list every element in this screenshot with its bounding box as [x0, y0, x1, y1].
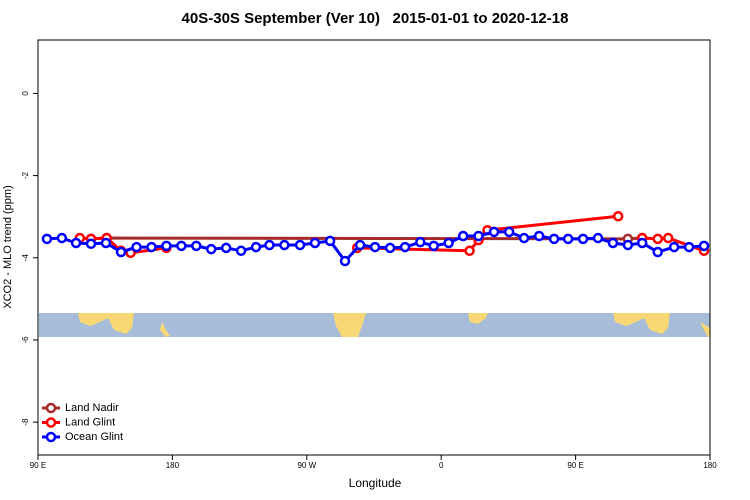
point: [220, 242, 232, 254]
point: [205, 243, 217, 255]
point: [384, 242, 396, 254]
point: [503, 226, 515, 238]
point: [70, 237, 82, 249]
point: [464, 245, 475, 257]
point: [473, 230, 484, 242]
point: [115, 246, 127, 258]
point: [548, 233, 560, 245]
point: [622, 239, 634, 251]
legend-label: Land Nadir: [65, 402, 119, 414]
point: [191, 240, 202, 252]
x-tick-label: 180: [166, 461, 180, 470]
point: [415, 236, 426, 248]
legend-marker: [45, 431, 57, 443]
point: [577, 233, 589, 245]
point: [683, 241, 695, 253]
y-tick-label: -6: [21, 336, 30, 344]
legend-marker: [45, 417, 57, 428]
point: [518, 232, 530, 244]
y-tick-label: -2: [21, 171, 30, 179]
point: [399, 241, 411, 253]
point: [146, 241, 157, 253]
legend-label: Ocean Glint: [65, 431, 123, 443]
point: [662, 232, 674, 244]
point: [636, 237, 648, 249]
y-tick-label: -4: [21, 254, 30, 262]
y-tick-label: -8: [21, 418, 30, 426]
plot-frame: [37, 39, 711, 456]
point: [324, 235, 336, 247]
point: [235, 245, 247, 257]
point: [457, 230, 469, 242]
point: [56, 232, 68, 244]
point: [668, 241, 680, 253]
chart-title: 40S-30S September (Ver 10) 2015-01-01 to…: [182, 10, 569, 27]
point: [698, 240, 710, 252]
x-tick-label: 90 E: [567, 461, 583, 470]
point: [428, 240, 439, 252]
x-axis-label: Longitude: [349, 476, 402, 490]
point: [250, 241, 262, 253]
point: [131, 241, 142, 253]
point: [161, 240, 172, 252]
point: [652, 246, 663, 258]
point: [279, 239, 290, 251]
point: [592, 232, 604, 244]
map-strip: [39, 313, 710, 337]
point: [533, 230, 545, 242]
y-tick-label: 0: [21, 91, 30, 96]
point: [488, 226, 500, 238]
point: [612, 211, 624, 222]
point: [652, 233, 663, 245]
x-tick-label: 90 W: [297, 461, 316, 470]
point: [100, 237, 112, 249]
point: [369, 241, 381, 253]
legend-marker: [45, 402, 57, 414]
point: [339, 255, 351, 267]
point: [607, 237, 619, 249]
point: [85, 238, 97, 250]
point: [309, 237, 321, 249]
x-tick-label: 90 E: [30, 461, 46, 470]
y-axis-label: XCO2 - MLO trend (ppm): [2, 185, 14, 308]
point: [294, 239, 306, 251]
point: [443, 237, 454, 249]
point: [41, 233, 53, 245]
point: [562, 233, 574, 245]
point: [176, 240, 187, 252]
legend-label: Land Glint: [65, 416, 115, 428]
x-tick-label: 180: [703, 461, 717, 470]
point: [354, 239, 366, 251]
x-tick-label: 0: [439, 461, 444, 470]
point: [264, 239, 275, 251]
